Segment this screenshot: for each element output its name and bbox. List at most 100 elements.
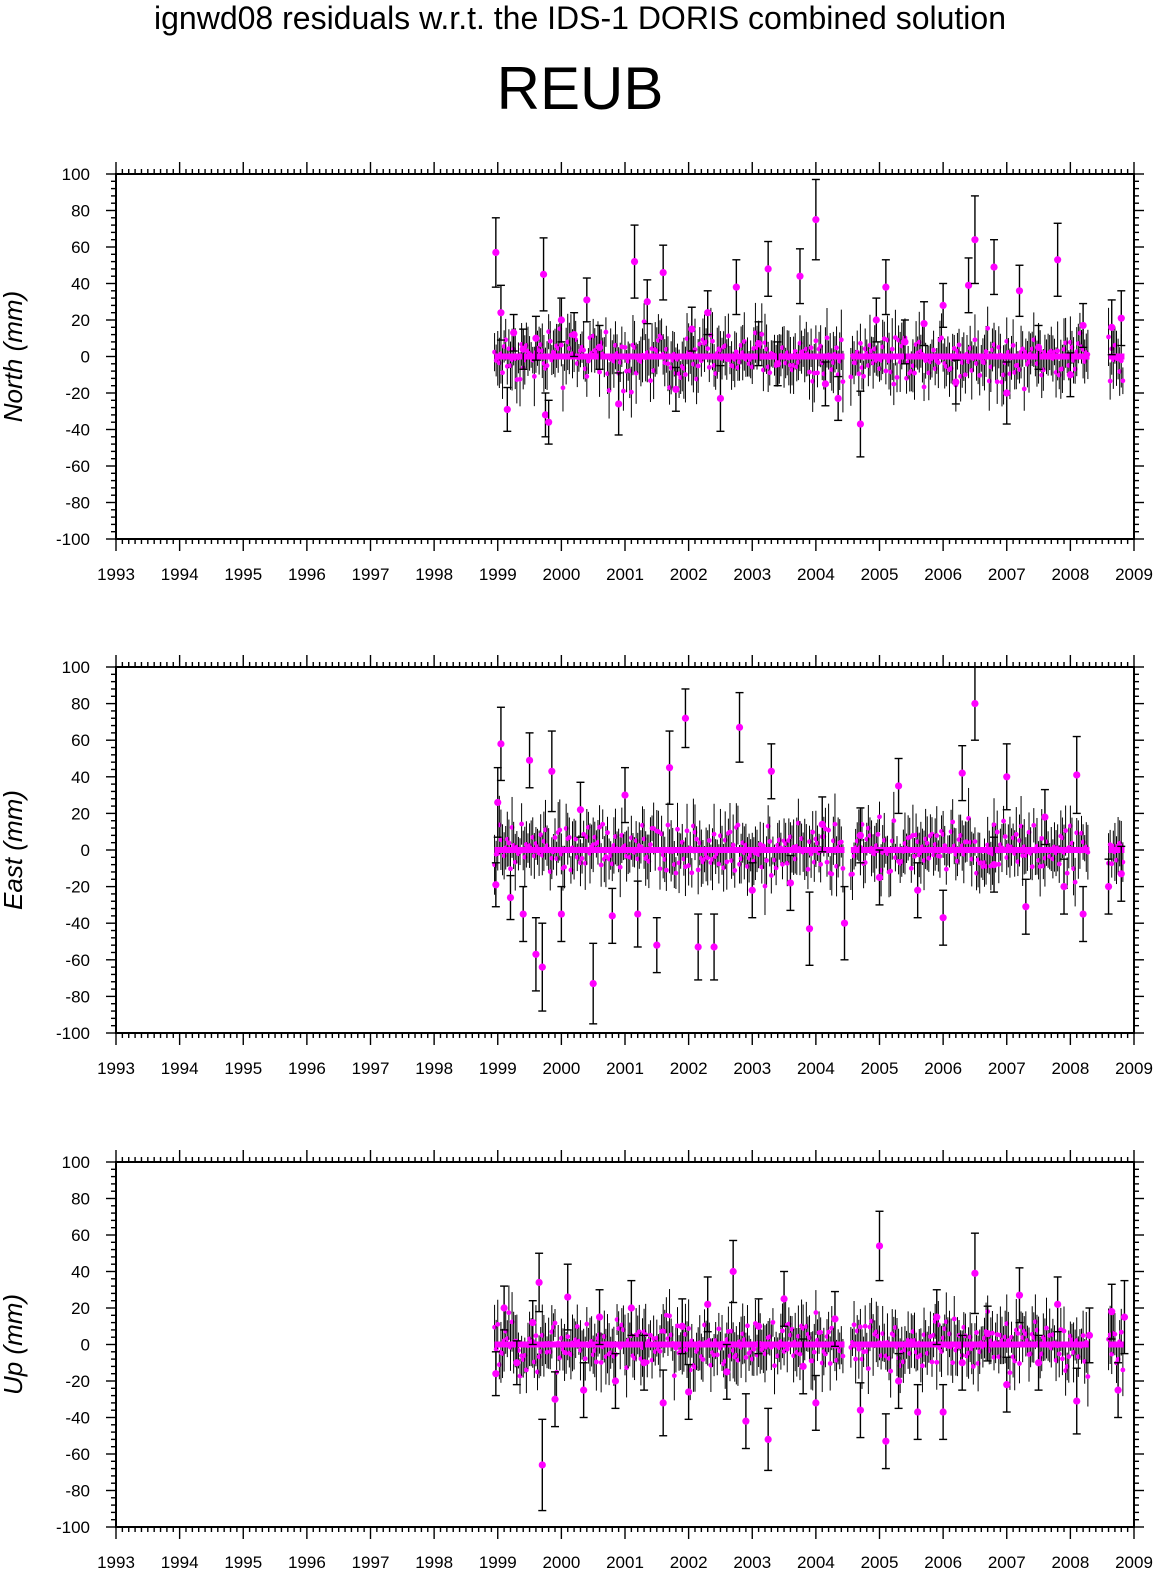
data-point xyxy=(545,418,553,426)
x-tick-label: 2007 xyxy=(988,1059,1026,1078)
data-point xyxy=(570,331,578,339)
data-point xyxy=(529,1319,537,1327)
data-point xyxy=(1021,386,1027,392)
data-point xyxy=(1107,378,1113,384)
data-point xyxy=(643,298,651,306)
data-point xyxy=(1060,883,1068,891)
data-point xyxy=(1118,1329,1124,1335)
data-point xyxy=(583,296,591,304)
data-point xyxy=(856,420,865,428)
data-point xyxy=(840,1353,846,1359)
data-point xyxy=(831,1315,839,1323)
data-point xyxy=(977,372,983,378)
data-point xyxy=(600,821,606,827)
data-point xyxy=(838,839,844,845)
x-tick-label: 1995 xyxy=(224,1059,262,1078)
data-point xyxy=(525,756,534,764)
data-point xyxy=(700,1357,706,1362)
data-point xyxy=(786,879,795,887)
y-tick-label: -20 xyxy=(65,1372,90,1391)
data-point xyxy=(1041,813,1049,821)
panel-3: 1993 1994 1995 1996 1997 1998 1999 2000 2001 2002… xyxy=(0,1150,1153,1572)
data-point xyxy=(548,767,556,775)
data-point xyxy=(659,1399,667,1407)
x-tick-label: 2002 xyxy=(670,565,708,584)
y-tick-label: -100 xyxy=(56,1518,90,1537)
data-point xyxy=(500,1304,508,1312)
data-point xyxy=(544,363,550,368)
data-point xyxy=(689,870,695,876)
y-tick-label: -40 xyxy=(65,914,90,933)
data-point xyxy=(593,1359,599,1365)
data-point xyxy=(862,860,868,865)
data-point xyxy=(850,871,855,877)
data-point xyxy=(730,842,736,848)
data-point xyxy=(724,859,730,865)
data-point xyxy=(665,822,671,828)
data-point xyxy=(759,331,765,337)
y-tick-label: 0 xyxy=(81,1336,90,1355)
y-tick-label: -40 xyxy=(65,421,90,440)
data-point xyxy=(1017,1361,1022,1366)
x-tick-label: 1997 xyxy=(352,1059,390,1078)
data-point xyxy=(492,1370,500,1378)
x-tick-label: 2007 xyxy=(988,565,1026,584)
x-tick-label: 2005 xyxy=(861,565,899,584)
data-point xyxy=(799,1362,807,1370)
data-point xyxy=(576,806,585,814)
data-point xyxy=(659,268,667,277)
data-point xyxy=(764,265,772,273)
data-point xyxy=(939,914,947,922)
data-point xyxy=(796,272,804,280)
y-tick-label: 100 xyxy=(62,165,90,184)
data-point xyxy=(732,868,738,873)
data-point xyxy=(598,862,604,868)
data-point xyxy=(891,381,897,387)
y-tick-label: 20 xyxy=(71,311,90,330)
x-tick-label: 2009 xyxy=(1115,565,1153,584)
data-point xyxy=(958,1359,966,1367)
data-point xyxy=(552,1320,558,1326)
data-point xyxy=(935,360,941,365)
x-tick-label: 2008 xyxy=(1051,565,1089,584)
x-tick-label: 1995 xyxy=(224,1553,262,1572)
data-point xyxy=(1117,314,1125,322)
y-tick-label: -20 xyxy=(65,384,90,403)
data-point xyxy=(764,1435,772,1443)
data-point xyxy=(648,1332,653,1338)
data-point xyxy=(672,385,680,393)
x-tick-label: 2006 xyxy=(924,1553,962,1572)
data-point xyxy=(952,378,960,386)
x-tick-label: 1994 xyxy=(161,1553,199,1572)
x-tick-label: 1998 xyxy=(415,565,453,584)
data-point xyxy=(1034,343,1043,351)
data-point xyxy=(1109,861,1115,867)
data-point xyxy=(994,829,1000,835)
data-point xyxy=(856,1346,862,1352)
x-tick-label: 2008 xyxy=(1051,1553,1089,1572)
data-point xyxy=(706,838,712,843)
data-point xyxy=(566,835,572,840)
x-tick-label: 1998 xyxy=(415,1059,453,1078)
x-tick-label: 1993 xyxy=(97,1059,135,1078)
data-point xyxy=(951,346,957,351)
y-tick-label: -80 xyxy=(65,494,90,513)
data-point xyxy=(937,853,943,859)
x-tick-label: 2002 xyxy=(670,1553,708,1572)
x-tick-label: 1996 xyxy=(288,565,326,584)
data-point xyxy=(882,283,890,291)
data-point xyxy=(840,379,846,385)
data-point xyxy=(914,1408,922,1416)
data-point xyxy=(1001,818,1006,824)
y-tick-label: 40 xyxy=(71,275,90,294)
data-point xyxy=(500,370,505,376)
data-point xyxy=(657,866,663,872)
x-tick-label: 2000 xyxy=(542,1059,580,1078)
data-point xyxy=(648,378,653,384)
data-point xyxy=(503,405,511,414)
data-point xyxy=(1002,834,1008,839)
data-point xyxy=(492,248,500,257)
data-point xyxy=(557,827,563,833)
data-point xyxy=(621,791,629,799)
data-point xyxy=(510,329,518,337)
